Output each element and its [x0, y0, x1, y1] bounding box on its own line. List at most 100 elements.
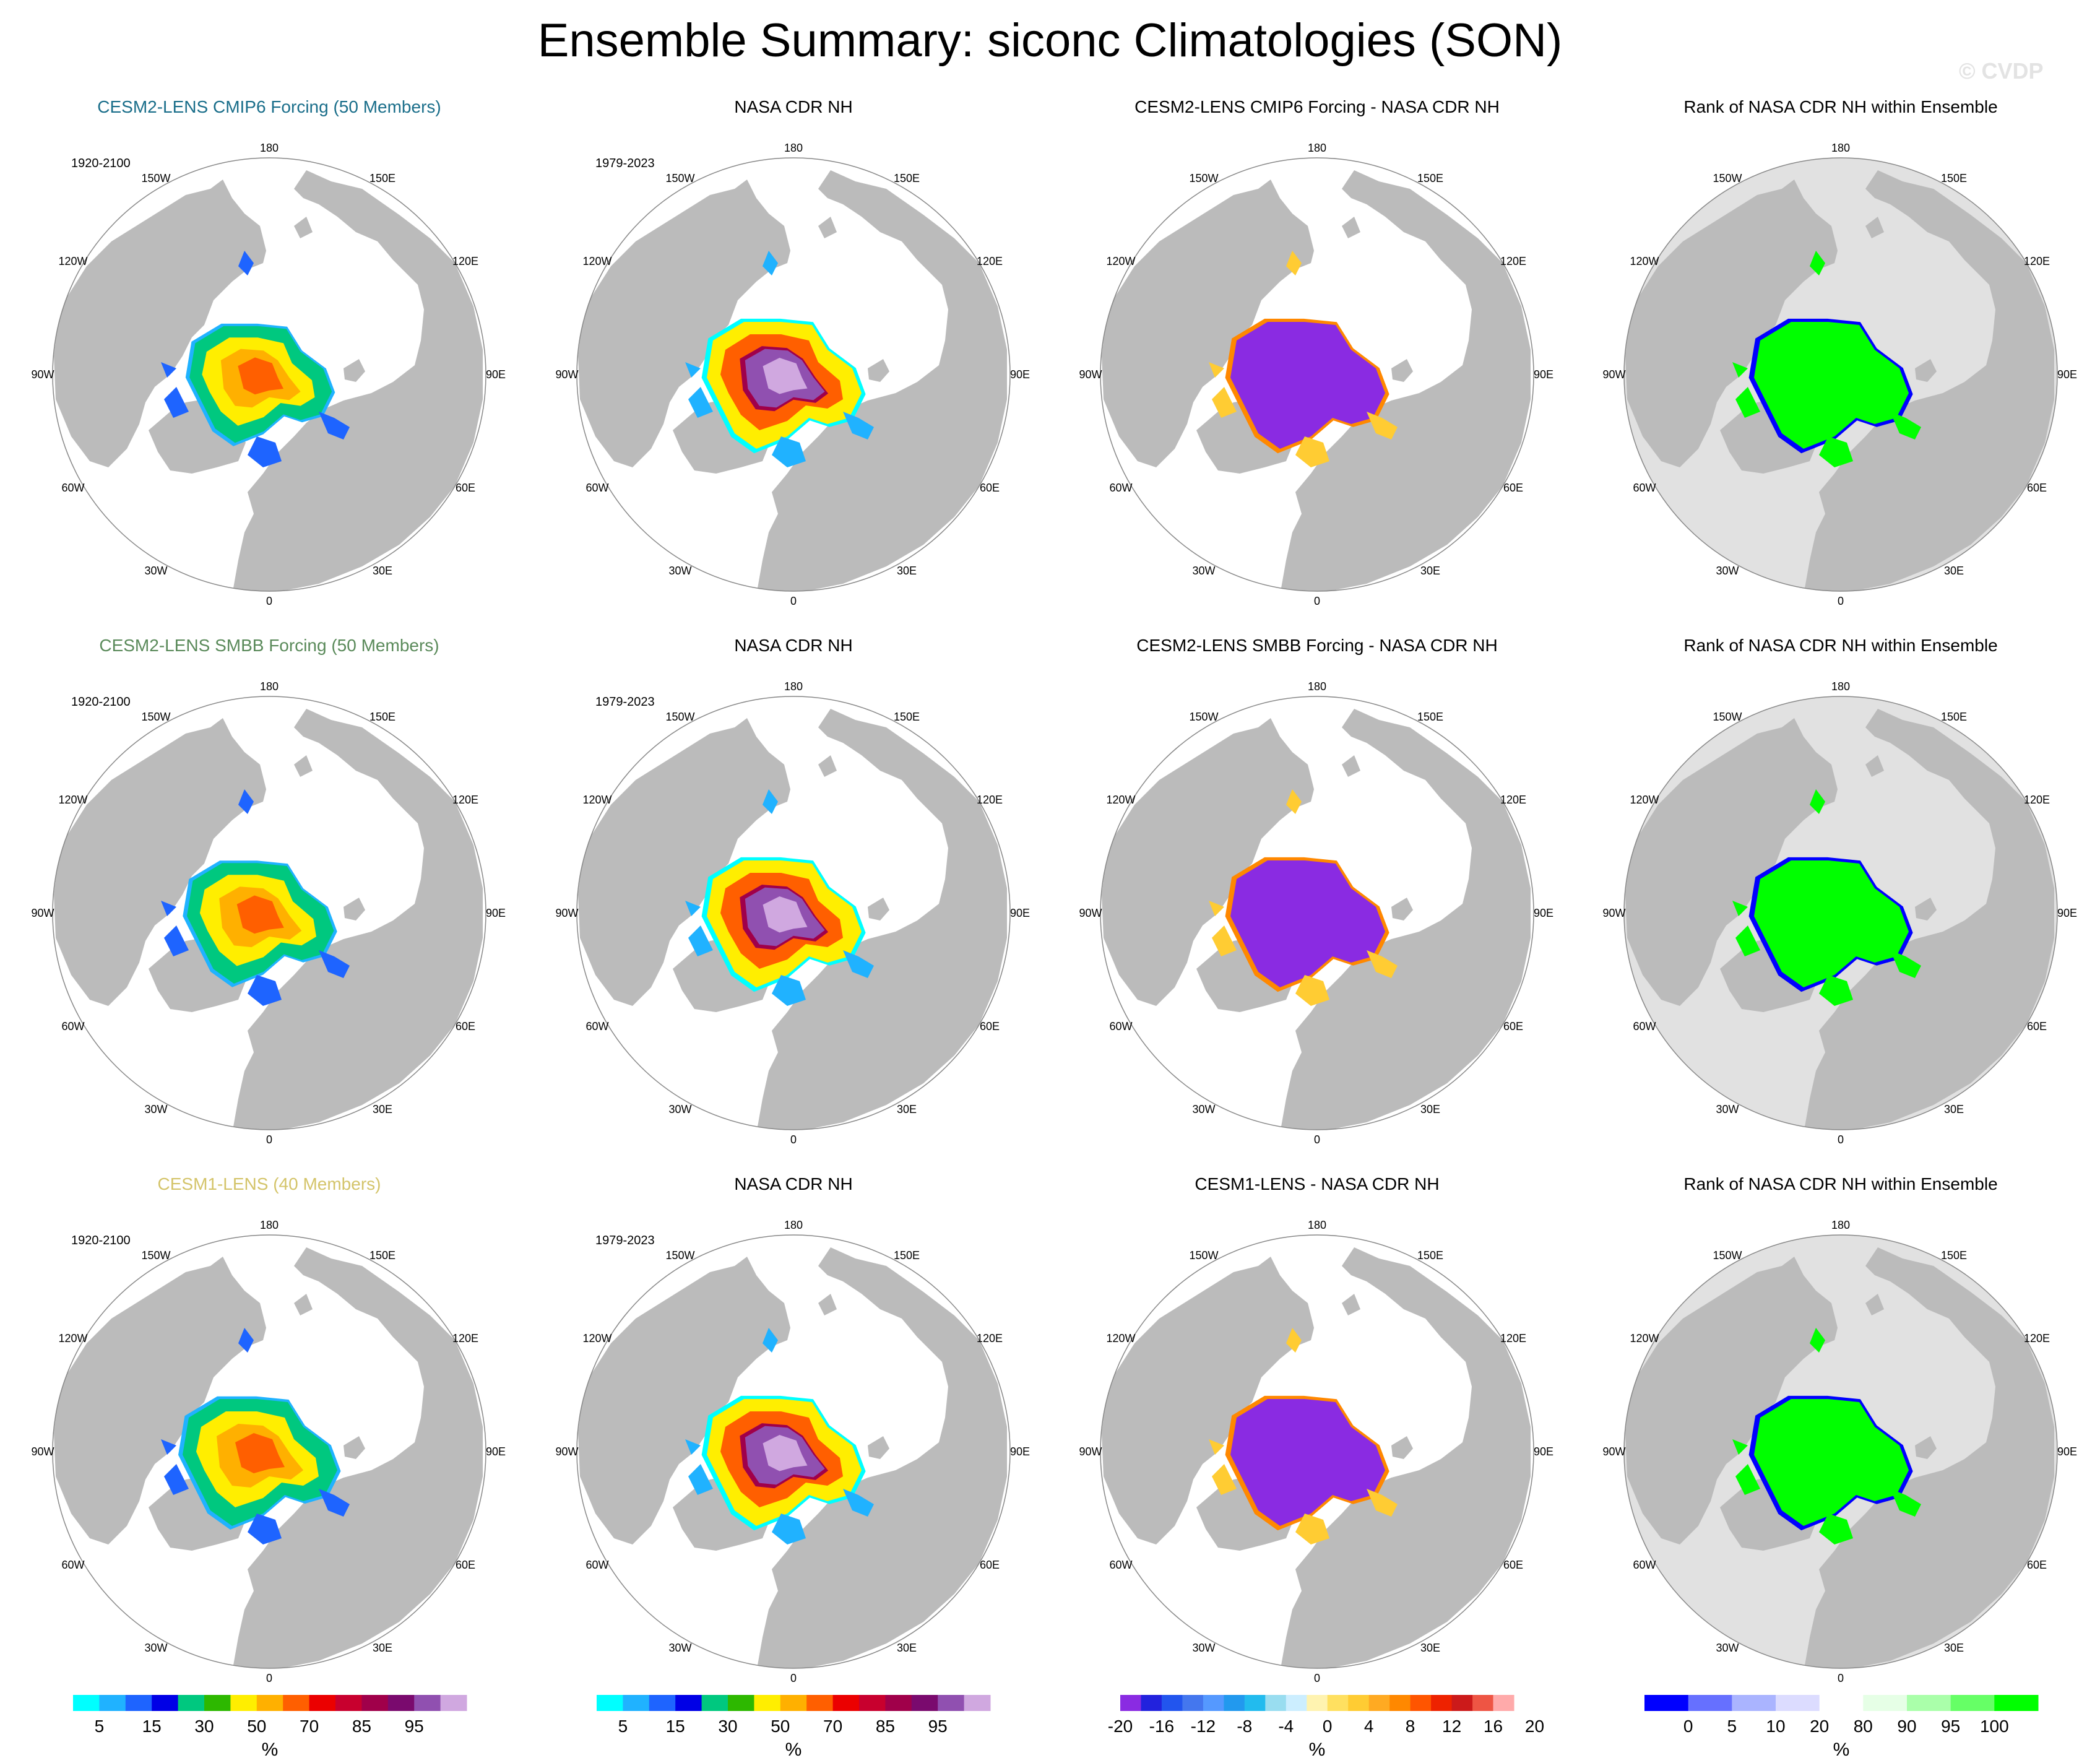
island-land	[294, 755, 313, 777]
colorbar-swatch	[1472, 1695, 1494, 1711]
diff-negative-field	[1230, 322, 1385, 449]
island-land	[1196, 347, 1224, 368]
longitude-label: 60E	[1503, 1020, 1523, 1033]
longitude-label: 120W	[1630, 794, 1659, 806]
ice-edge-patch	[238, 251, 254, 275]
ice-edge-patch	[319, 1489, 350, 1517]
diff-edge-patch	[1295, 436, 1329, 467]
longitude-label: 30E	[1420, 1642, 1440, 1654]
longitude-label: 30E	[1944, 1103, 1964, 1115]
island-land	[1342, 755, 1360, 777]
longitude-label: 120E	[2024, 1332, 2050, 1345]
colorbar-swatch	[1493, 1695, 1515, 1711]
longitude-label: 90E	[2057, 907, 2077, 919]
longitude-label: 0	[790, 1133, 797, 1146]
longitude-label: 120E	[977, 255, 1003, 267]
diff-edge-patch	[1212, 1464, 1237, 1495]
ice-edge-patch	[688, 925, 713, 956]
colorbar-swatch	[125, 1695, 152, 1711]
longitude-label: 60E	[980, 1020, 1000, 1033]
polar-map	[1100, 157, 1534, 592]
longitude-label: 180	[784, 680, 803, 693]
diff-edge-patch	[1295, 975, 1329, 1006]
longitude-label: 150W	[665, 172, 694, 184]
map-panel: NASA CDR NH 1979-2023 180 150E 120E 90E 60E 30E…	[555, 1174, 1030, 1684]
colorbar-swatch	[335, 1695, 362, 1711]
longitude-label: 90E	[1010, 1445, 1030, 1458]
colorbar-swatch	[1410, 1695, 1432, 1711]
colorbar-swatch	[597, 1695, 623, 1711]
map-boundary	[1623, 157, 2058, 592]
map-boundary	[1100, 696, 1534, 1130]
colorbar-tick-label: 0	[1683, 1717, 1693, 1736]
longitude-label: 60E	[456, 1020, 475, 1033]
longitude-label: 120W	[582, 1332, 611, 1345]
longitude-label: 90E	[2057, 368, 2077, 381]
colorbar-swatch	[230, 1695, 257, 1711]
diff-negative-field	[1230, 860, 1385, 987]
longitude-label: 150W	[1189, 1249, 1218, 1262]
colorbar: 5 15 30 50 70 85 95%	[73, 1695, 467, 1760]
longitude-label: 30E	[1944, 1642, 1964, 1654]
panel-title: CESM2-LENS SMBB Forcing - NASA CDR NH	[1136, 636, 1497, 655]
sea-ice-layer	[685, 1328, 874, 1544]
longitude-label: 90W	[31, 907, 54, 919]
period-label: 1979-2023	[595, 1234, 655, 1247]
colorbar-swatch	[964, 1695, 991, 1711]
colorbar-swatch	[1141, 1695, 1162, 1711]
longitude-label: 60W	[61, 482, 84, 494]
ice-edge-patch	[685, 1439, 701, 1455]
watermark: © CVDP	[1959, 58, 2044, 84]
longitude-label: 0	[790, 595, 797, 607]
longitude-label: 0	[266, 595, 272, 607]
longitude-label: 120E	[1500, 794, 1526, 806]
longitude-label: 120E	[1500, 255, 1526, 267]
map-panel: Rank of NASA CDR NH within Ensemble 180 15…	[1602, 636, 2077, 1146]
colorbar-swatch	[1182, 1695, 1204, 1711]
franz-josef-land	[344, 1436, 365, 1459]
longitude-label: 90W	[31, 368, 54, 381]
longitude-label: 150W	[665, 711, 694, 723]
longitude-label: 150E	[1417, 1249, 1443, 1262]
colorbar-swatch	[1819, 1695, 1864, 1711]
eurasia-land	[758, 170, 1007, 591]
longitude-label: 30W	[1716, 1642, 1739, 1654]
island-land	[1720, 347, 1748, 368]
island-land	[149, 885, 176, 907]
diff-edge-patch	[1212, 925, 1237, 956]
map-panel: CESM2-LENS SMBB Forcing - NASA CDR NH 180…	[1079, 636, 1553, 1146]
colorbar-tick-label: 16	[1484, 1717, 1503, 1736]
diff-edge-patch	[1212, 387, 1237, 418]
colorbar-swatch	[1307, 1695, 1328, 1711]
longitude-label: 150E	[369, 172, 395, 184]
panel-title: Rank of NASA CDR NH within Ensemble	[1683, 1174, 1997, 1193]
ice-edge-patch	[248, 975, 282, 1006]
map-panel: CESM1-LENS (40 Members) 1920-2100 180 150E 1…	[31, 1174, 506, 1684]
colorbar-tick-label: 95	[928, 1717, 948, 1736]
polar-map	[1623, 157, 2058, 592]
longitude-label: 180	[1308, 142, 1326, 154]
ice-edge-patch	[248, 1514, 282, 1544]
colorbar-tick-label: 4	[1364, 1717, 1374, 1736]
sea-ice-layer	[161, 1328, 350, 1544]
figure-title: Ensemble Summary: siconc Climatologies (…	[537, 14, 1563, 67]
longitude-label: 0	[1314, 595, 1320, 607]
polar-map	[1100, 696, 1534, 1130]
island-land	[1865, 1294, 1884, 1315]
period-label: 1979-2023	[595, 157, 655, 170]
colorbar-swatch	[387, 1695, 415, 1711]
colorbar-swatch	[1688, 1695, 1732, 1711]
colorbar-swatch	[1776, 1695, 1820, 1711]
longitude-label: 60E	[456, 482, 475, 494]
island-land	[818, 217, 837, 238]
colorbar-swatch	[440, 1695, 467, 1711]
longitude-label: 60W	[1109, 482, 1132, 494]
ice-edge-patch	[319, 950, 350, 978]
island-land	[294, 217, 313, 238]
longitude-label: 150W	[1189, 172, 1218, 184]
colorbar-swatch	[1327, 1695, 1349, 1711]
rank-edge-patch	[1890, 1489, 1921, 1517]
ice-edge-patch	[688, 1464, 713, 1495]
longitude-label: 120E	[452, 255, 478, 267]
